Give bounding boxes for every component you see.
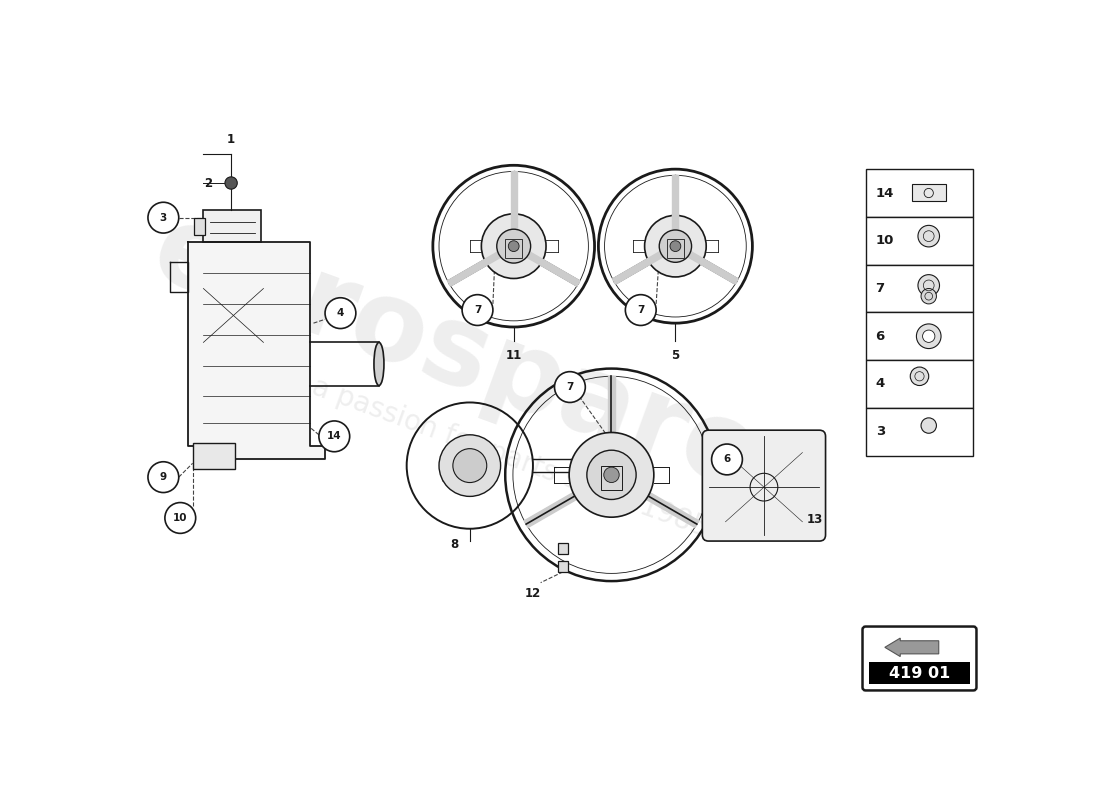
Text: 3: 3 [160, 213, 167, 222]
Bar [204, 210, 261, 242]
Polygon shape [188, 242, 326, 459]
Circle shape [587, 450, 636, 499]
Circle shape [165, 502, 196, 534]
Circle shape [670, 241, 681, 251]
Circle shape [439, 435, 500, 496]
Bar [866, 265, 974, 312]
Polygon shape [607, 376, 615, 450]
Text: 14: 14 [327, 431, 342, 442]
Bar [505, 239, 522, 258]
Ellipse shape [374, 342, 384, 386]
Text: 7: 7 [566, 382, 573, 392]
Text: eurospares: eurospares [139, 195, 835, 536]
Text: 14: 14 [876, 186, 894, 199]
Bar [558, 543, 569, 554]
Text: 4: 4 [337, 308, 344, 318]
Text: 1: 1 [227, 133, 235, 146]
Bar [866, 360, 974, 408]
Text: 8: 8 [450, 538, 459, 550]
Bar [558, 561, 569, 572]
Polygon shape [525, 484, 592, 527]
Polygon shape [613, 251, 663, 284]
Bar [195, 218, 205, 234]
Circle shape [645, 215, 706, 277]
FancyBboxPatch shape [703, 430, 825, 541]
Circle shape [147, 202, 178, 233]
Circle shape [482, 214, 546, 278]
Circle shape [319, 421, 350, 452]
Bar [866, 408, 974, 455]
Text: 11: 11 [506, 349, 521, 362]
Circle shape [712, 444, 743, 475]
Bar [866, 312, 974, 360]
Circle shape [604, 467, 619, 482]
Circle shape [916, 324, 942, 349]
Text: 3: 3 [876, 426, 884, 438]
Circle shape [569, 433, 653, 517]
Bar [869, 662, 970, 684]
Circle shape [921, 418, 936, 434]
Polygon shape [672, 175, 679, 230]
Polygon shape [510, 171, 517, 230]
FancyArrow shape [884, 638, 938, 657]
Polygon shape [448, 252, 501, 286]
Text: 6: 6 [876, 330, 884, 342]
Polygon shape [688, 251, 738, 284]
Text: 7: 7 [474, 305, 481, 315]
Bar [667, 239, 684, 258]
Circle shape [326, 298, 356, 329]
Polygon shape [631, 484, 698, 527]
Circle shape [625, 294, 656, 326]
Circle shape [453, 449, 486, 482]
FancyBboxPatch shape [862, 626, 977, 690]
Text: 2: 2 [204, 177, 212, 190]
Bar [866, 217, 974, 265]
Circle shape [911, 367, 928, 386]
Circle shape [226, 177, 238, 189]
Text: 5: 5 [671, 349, 680, 362]
Bar [192, 442, 235, 470]
Circle shape [923, 330, 935, 342]
Circle shape [508, 241, 519, 251]
Text: 7: 7 [876, 282, 884, 295]
Text: 9: 9 [160, 472, 167, 482]
Circle shape [554, 372, 585, 402]
Polygon shape [527, 252, 580, 286]
Circle shape [659, 230, 692, 262]
Text: 419 01: 419 01 [889, 666, 950, 681]
Circle shape [462, 294, 493, 326]
Text: a passion for parts since 1985: a passion for parts since 1985 [308, 373, 712, 543]
Circle shape [917, 274, 939, 296]
Bar [912, 184, 946, 201]
Text: 7: 7 [637, 305, 645, 315]
Circle shape [917, 226, 939, 247]
Text: 10: 10 [876, 234, 894, 247]
Bar [601, 466, 623, 490]
Circle shape [497, 230, 530, 263]
Text: 6: 6 [724, 454, 730, 465]
Circle shape [147, 462, 178, 493]
Circle shape [921, 289, 936, 304]
Text: 4: 4 [876, 378, 884, 390]
Text: 12: 12 [525, 587, 541, 600]
Text: 13: 13 [806, 513, 823, 526]
Bar [866, 169, 974, 217]
Text: 10: 10 [173, 513, 187, 523]
